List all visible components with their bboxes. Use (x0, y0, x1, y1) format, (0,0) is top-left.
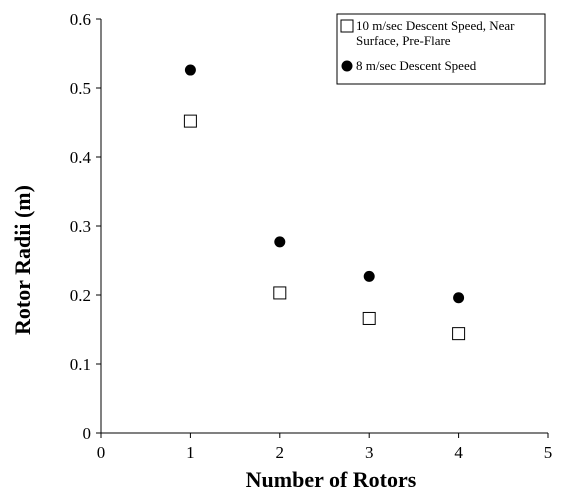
x-tick-label: 3 (365, 443, 374, 462)
y-tick-label: 0.2 (70, 286, 91, 305)
circle-point (363, 270, 375, 282)
data-points (183, 64, 466, 341)
y-tick-label: 0.4 (70, 148, 92, 167)
tick-labels: 0 0.1 0.2 0.3 0.4 0.5 0.6 0 1 2 3 4 5 (70, 10, 553, 462)
y-tick-label: 0 (83, 424, 92, 443)
y-tick-label: 0.5 (70, 79, 91, 98)
legend-entry-text: Surface, Pre-Flare (356, 33, 451, 48)
y-tick-label: 0.3 (70, 217, 91, 236)
circle-point (274, 236, 286, 248)
y-tick-label: 0.6 (70, 10, 91, 29)
square-point (452, 327, 466, 341)
circle-point (453, 292, 465, 304)
legend-box (336, 13, 546, 85)
y-tick-label: 0.1 (70, 355, 91, 374)
x-tick-label: 0 (97, 443, 106, 462)
y-axis-title: Rotor Radii (m) (10, 185, 35, 335)
circle-point (184, 64, 196, 76)
square-point (362, 311, 376, 325)
axes (96, 18, 549, 438)
legend-marker (341, 60, 353, 72)
square-point (273, 286, 287, 300)
x-axis-title: Number of Rotors (246, 467, 417, 492)
square-point (183, 114, 197, 128)
legend-marker (340, 19, 354, 33)
legend-entry-text: 8 m/sec Descent Speed (356, 58, 477, 73)
legend-entry-text: 10 m/sec Descent Speed, Near (356, 18, 515, 33)
x-tick-label: 4 (454, 443, 463, 462)
x-tick-label: 2 (276, 443, 285, 462)
x-tick-label: 5 (544, 443, 553, 462)
x-tick-label: 1 (186, 443, 195, 462)
